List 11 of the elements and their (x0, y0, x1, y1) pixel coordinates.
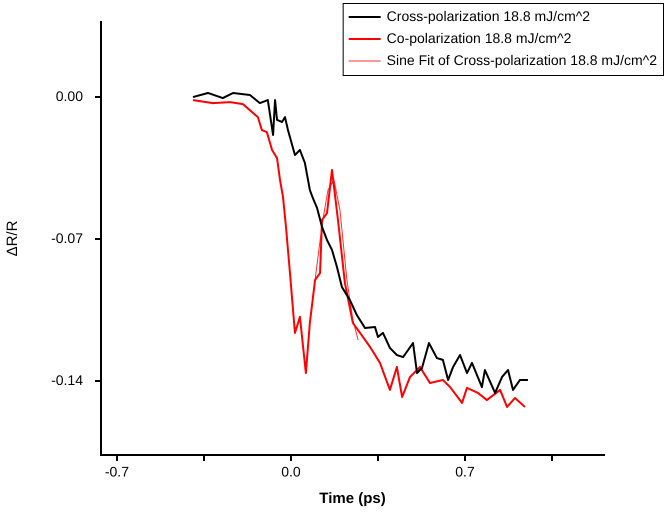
x-tick-label: 0.0 (281, 463, 301, 480)
x-axis-title: Time (ps) (319, 490, 386, 508)
legend-label: Sine Fit of Cross-polarization 18.8 mJ/cm^2 (386, 52, 658, 68)
legend-label: Co-polarization 18.8 mJ/cm^2 (386, 30, 572, 46)
y-tick-label: -0.14 (51, 372, 84, 388)
x-tick-label: -0.7 (104, 463, 130, 480)
y-tick-label: 0.00 (56, 88, 84, 104)
x-tick-label: 0.7 (455, 463, 475, 480)
y-tick-label: -0.07 (51, 230, 84, 246)
legend-label: Cross-polarization 18.8 mJ/cm^2 (386, 8, 590, 24)
y-axis-title: ΔR/R (4, 220, 22, 256)
